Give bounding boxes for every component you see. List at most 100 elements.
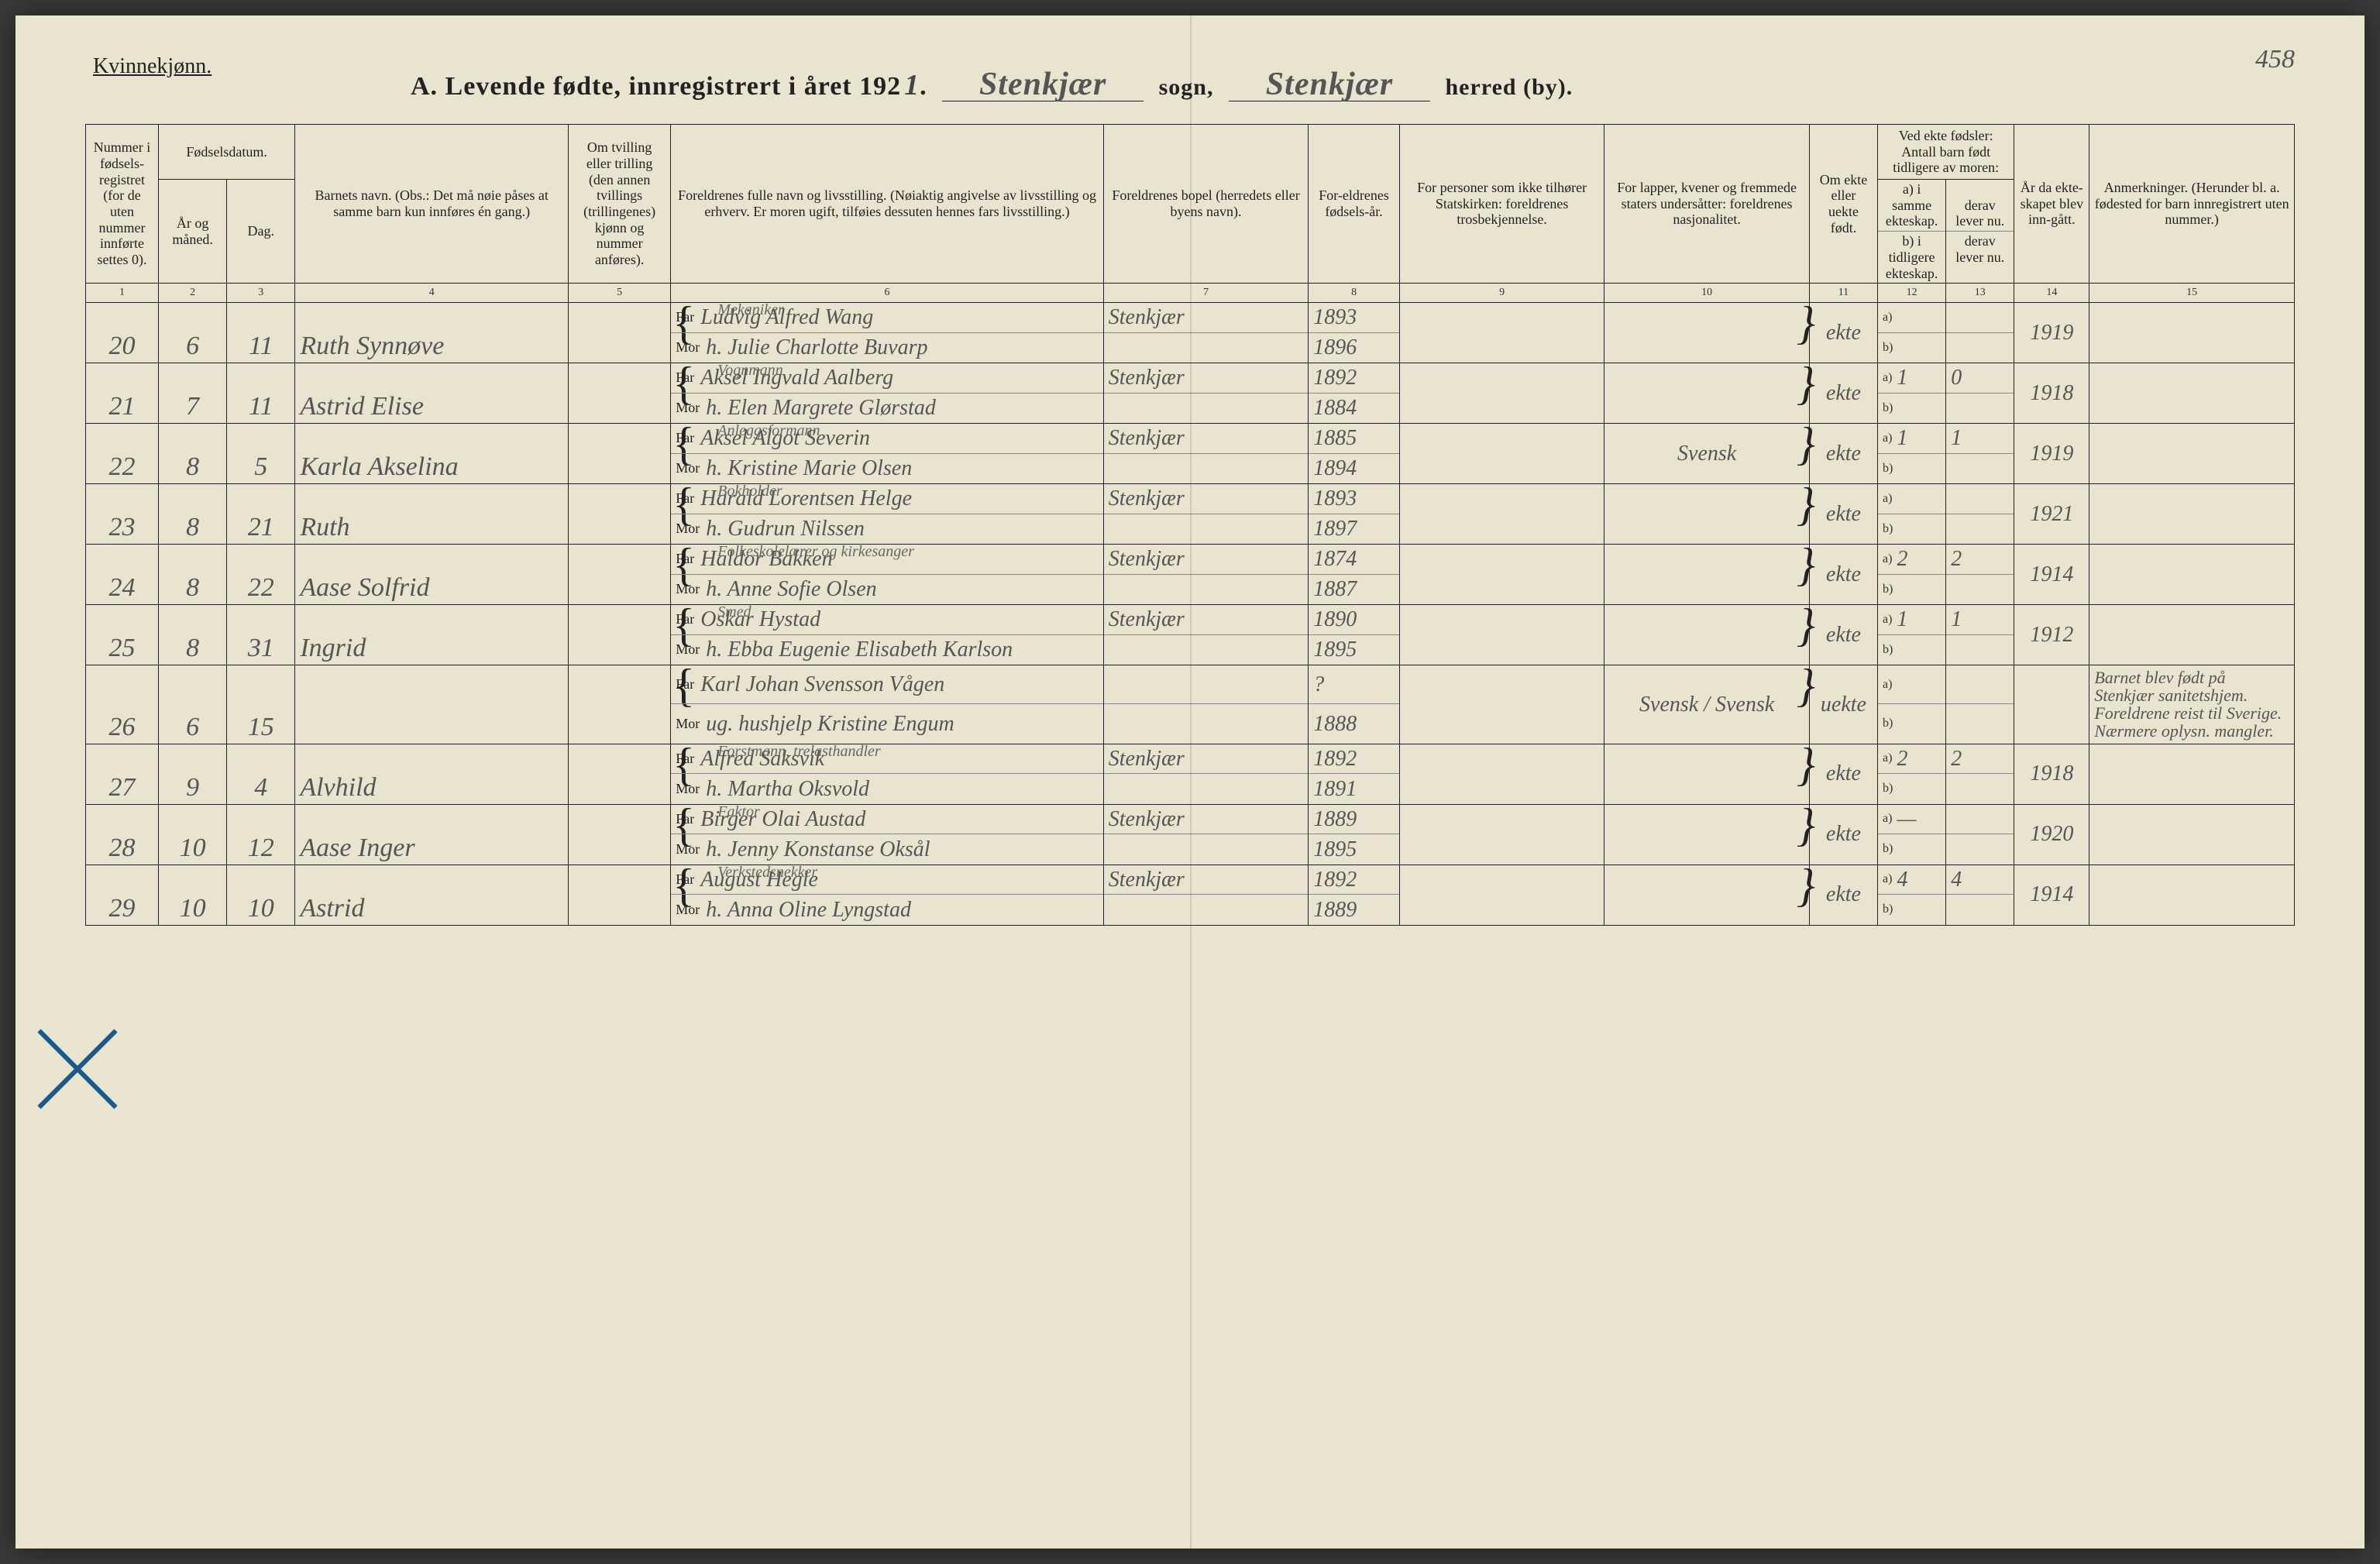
cell-month: 10 xyxy=(159,804,227,864)
val-a: 1 xyxy=(1897,366,1907,389)
cell-parent-years: 1892 1889 xyxy=(1309,864,1400,925)
mother-name: h. Gudrun Nilssen xyxy=(706,517,865,540)
mother-name: h. Anna Oline Lyngstad xyxy=(706,899,911,921)
cell-parents: { Faktor Far Birger Olai Austad Mor h. J… xyxy=(671,804,1103,864)
colnum: 11 xyxy=(1809,284,1877,303)
colnum: 14 xyxy=(2014,284,2089,303)
cell-month: 10 xyxy=(159,864,227,925)
cell-religion xyxy=(1399,744,1604,804)
cell-religion xyxy=(1399,424,1604,484)
cell-twin xyxy=(569,804,671,864)
mother-name: h. Ebba Eugenie Elisabeth Karlson xyxy=(706,638,1013,661)
val-a: 1 xyxy=(1897,608,1907,631)
cell-parent-years: 1893 1897 xyxy=(1309,484,1400,545)
father-occupation: Bokholder xyxy=(717,483,782,500)
far-label: Far xyxy=(676,676,694,693)
cell-twin xyxy=(569,665,671,744)
cell-child-name: Ruth Synnøve xyxy=(295,303,569,363)
col-13a: derav lever nu. xyxy=(1946,196,2014,232)
cell-ekte: ekte xyxy=(1809,363,1877,424)
col-13b: derav lever nu. xyxy=(1946,232,2014,266)
cell-nationality: } xyxy=(1604,363,1810,424)
cell-lever: 2 xyxy=(1946,545,2014,605)
col-3-header: Dag. xyxy=(227,180,295,284)
cell-twin xyxy=(569,605,671,665)
cell-marriage-year: 1914 xyxy=(2014,864,2089,925)
cell-twin xyxy=(569,424,671,484)
far-label: Far xyxy=(676,551,694,567)
brace-right-icon: } xyxy=(1797,490,1807,518)
mother-name: h. Kristine Marie Olsen xyxy=(706,457,912,480)
cell-born-before: a) b) xyxy=(1878,665,1946,744)
cell-marriage-year xyxy=(2014,665,2089,744)
brace-right-icon: } xyxy=(1797,551,1807,579)
cell-twin xyxy=(569,363,671,424)
father-occupation: Folkeskolelærer og kirkesanger xyxy=(717,543,914,561)
cell-nationality: } xyxy=(1604,484,1810,545)
cell-month: 8 xyxy=(159,484,227,545)
cell-parent-years: 1892 1891 xyxy=(1309,744,1400,804)
cell-marriage-year: 1920 xyxy=(2014,804,2089,864)
colnum: 5 xyxy=(569,284,671,303)
colnum: 7 xyxy=(1103,284,1309,303)
cell-born-before: a)2 b) xyxy=(1878,744,1946,804)
cell-bopel xyxy=(1103,665,1309,744)
cell-marriage-year: 1921 xyxy=(2014,484,2089,545)
column-number-row: 1 2 3 4 5 6 7 8 9 10 11 12 13 14 15 xyxy=(86,284,2295,303)
val-a: — xyxy=(1897,808,1916,830)
table-head: Nummer i fødsels-registret (for de uten … xyxy=(86,125,2295,303)
col-2-header: År og måned. xyxy=(159,180,227,284)
cell-bopel: Stenkjær xyxy=(1103,363,1309,424)
cell-nationality: } xyxy=(1604,545,1810,605)
cell-nationality: } xyxy=(1604,605,1810,665)
cross-annotation-icon xyxy=(39,1015,116,1092)
cell-bopel: Stenkjær xyxy=(1103,744,1309,804)
col-1-header: Nummer i fødsels-registret (for de uten … xyxy=(86,125,159,284)
cell-child-name xyxy=(295,665,569,744)
col-7-header: Foreldrenes bopel (herredets eller byens… xyxy=(1103,125,1309,284)
cell-nationality: } xyxy=(1604,804,1810,864)
table-row: 22 8 5 Karla Akselina { Anleggsformann F… xyxy=(86,424,2295,484)
col-9-header: For personer som ikke tilhører Statskirk… xyxy=(1399,125,1604,284)
father-occupation: Faktor xyxy=(717,803,759,821)
cell-born-before: a)1 b) xyxy=(1878,363,1946,424)
cell-month: 7 xyxy=(159,363,227,424)
brace-right-icon: } xyxy=(1797,309,1807,337)
col-6-header: Foreldrenes fulle navn og livsstilling. … xyxy=(671,125,1103,284)
col-10-header: For lapper, kvener og fremmede staters u… xyxy=(1604,125,1810,284)
herred-value: Stenkjær xyxy=(1229,68,1430,101)
cell-born-before: a) b) xyxy=(1878,484,1946,545)
cell-parents: { Verkstedsnekker Far August Hegle Mor h… xyxy=(671,864,1103,925)
cell-twin xyxy=(569,864,671,925)
father-occupation: Verkstedsnekker xyxy=(717,864,817,882)
cell-num: 20 xyxy=(86,303,159,363)
mother-name: h. Julie Charlotte Buvarp xyxy=(706,336,927,359)
cell-parent-years: 1889 1895 xyxy=(1309,804,1400,864)
cell-remarks xyxy=(2089,744,2295,804)
cell-parent-years: 1890 1895 xyxy=(1309,605,1400,665)
far-label: Far xyxy=(676,370,694,386)
cell-religion xyxy=(1399,864,1604,925)
cell-nationality: } xyxy=(1604,303,1810,363)
mother-name: h. Anne Sofie Olsen xyxy=(706,578,876,600)
cell-num: 22 xyxy=(86,424,159,484)
cell-day: 22 xyxy=(227,545,295,605)
title-prefix: A. Levende fødte, innregistrert i året 1… xyxy=(411,72,901,101)
brace-right-icon: } xyxy=(1797,611,1807,639)
brace-right-icon: } xyxy=(1797,811,1807,839)
cell-num: 27 xyxy=(86,744,159,804)
cell-num: 23 xyxy=(86,484,159,545)
colnum: 13 xyxy=(1946,284,2014,303)
table-row: 24 8 22 Aase Solfrid { Folkeskolelærer o… xyxy=(86,545,2295,605)
cell-bopel: Stenkjær xyxy=(1103,424,1309,484)
col-12-header: a) i samme ekteskap. b) i tidligere ekte… xyxy=(1878,180,1946,284)
cell-parents: { Anleggsformann Far Aksel Algot Severin… xyxy=(671,424,1103,484)
far-label: Far xyxy=(676,490,694,507)
cell-month: 6 xyxy=(159,303,227,363)
cell-marriage-year: 1919 xyxy=(2014,424,2089,484)
col-12a: a) i samme ekteskap. xyxy=(1878,180,1945,232)
cell-remarks xyxy=(2089,545,2295,605)
cell-day: 10 xyxy=(227,864,295,925)
gender-label: Kvinnekjønn. xyxy=(93,54,212,79)
cell-month: 8 xyxy=(159,545,227,605)
